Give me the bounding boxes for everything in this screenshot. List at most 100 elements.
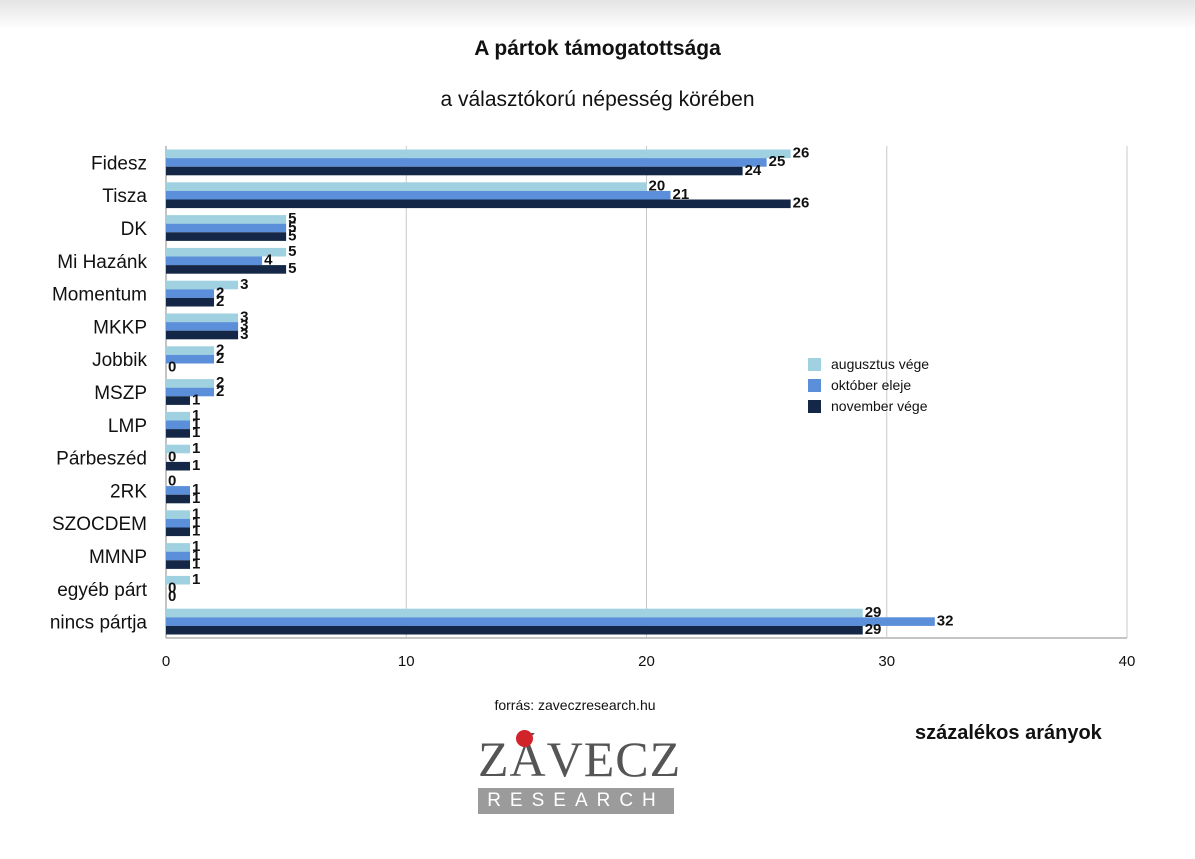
bar-1 <box>166 387 215 397</box>
data-label: 1 <box>192 547 200 564</box>
bar-0 <box>166 379 215 388</box>
bar-1 <box>166 223 287 233</box>
bar-1 <box>166 420 191 430</box>
data-label: 3 <box>240 309 248 326</box>
legend-swatch-0 <box>808 358 821 371</box>
data-label: 1 <box>192 571 200 588</box>
bar-0 <box>166 575 191 585</box>
data-label: 1 <box>192 407 200 424</box>
bar-0 <box>166 247 287 257</box>
data-label: 29 <box>865 621 882 638</box>
source-note: forrás: zaveczresearch.hu <box>494 697 656 713</box>
logo-research-bar: RESEARCH <box>478 788 674 814</box>
bar-0 <box>166 444 191 454</box>
data-label: 2 <box>216 350 224 367</box>
bar-2 <box>166 429 191 438</box>
bar-1 <box>166 617 935 626</box>
data-label: 21 <box>673 186 690 203</box>
bar-2 <box>166 527 191 537</box>
data-label: 1 <box>192 523 200 540</box>
category-label: MKKP <box>93 317 147 338</box>
bar-2 <box>166 560 191 569</box>
category-label: nincs pártja <box>50 613 148 634</box>
data-label: 0 <box>168 580 176 597</box>
data-label: 5 <box>288 210 296 227</box>
data-label: 2 <box>216 293 224 310</box>
legend-label-1: október eleje <box>831 377 911 393</box>
category-label: egyéb párt <box>57 580 148 601</box>
data-label: 0 <box>168 448 176 465</box>
data-label: 26 <box>793 195 810 212</box>
bar-2 <box>166 494 191 504</box>
bar-0 <box>166 608 863 618</box>
chart-subtitle: a választókorú népesség körében <box>440 88 755 111</box>
legend-label-0: augusztus vége <box>831 356 929 372</box>
bar-2 <box>166 166 743 176</box>
bar-2 <box>166 330 239 340</box>
data-label: 32 <box>937 612 954 629</box>
legend-label-2: november vége <box>831 398 928 414</box>
category-label: SZOCDEM <box>52 514 147 535</box>
category-label: MMNP <box>89 547 147 568</box>
legend-swatch-2 <box>808 400 821 413</box>
data-label: 3 <box>240 276 248 293</box>
category-label: Fidesz <box>91 153 147 174</box>
data-label: 1 <box>192 440 200 457</box>
data-label: 1 <box>192 490 200 507</box>
data-label: 5 <box>288 243 296 260</box>
bar-2 <box>166 297 215 307</box>
data-label: 5 <box>288 227 296 244</box>
bar-1 <box>166 289 215 298</box>
bar-2 <box>166 199 791 209</box>
category-label: Mi Hazánk <box>57 252 147 273</box>
bar-1 <box>166 486 191 495</box>
bar-0 <box>166 543 191 552</box>
bar-0 <box>166 182 647 191</box>
bar-2 <box>166 461 191 471</box>
bar-1 <box>166 551 191 561</box>
bar-1 <box>166 158 767 167</box>
zavecz-logo: ZÁVECZ RESEARCH <box>478 730 680 815</box>
category-label: Tisza <box>102 186 147 207</box>
data-label: 5 <box>288 219 296 236</box>
category-label: LMP <box>108 416 147 437</box>
bar-1 <box>166 322 239 331</box>
bar-1 <box>166 518 191 528</box>
bar-1 <box>166 256 263 266</box>
logo-red-dot <box>516 730 533 747</box>
bar-chart: 0 10 20 30 40Fidesz262524Tisza202126DK555Mi … <box>50 145 1136 670</box>
data-label: 3 <box>240 326 248 343</box>
category-label: Momentum <box>52 285 147 306</box>
bar-0 <box>166 215 287 224</box>
legend-swatch-1 <box>808 379 821 392</box>
data-label: 1 <box>192 514 200 531</box>
data-label: 29 <box>865 604 882 621</box>
data-label: 1 <box>192 391 200 408</box>
x-tick-label-30: 30 <box>878 653 895 670</box>
data-label: 2 <box>216 284 224 301</box>
data-label: 2 <box>216 374 224 391</box>
top-shade <box>0 0 1195 30</box>
x-tick-label-0: 0 <box>162 653 170 670</box>
x-tick-label-10: 10 <box>398 653 415 670</box>
category-label: DK <box>121 219 148 240</box>
data-label: 1 <box>192 416 200 433</box>
data-label: 0 <box>168 473 176 490</box>
bar-2 <box>166 265 287 274</box>
bar-2 <box>166 396 191 405</box>
bar-0 <box>166 313 239 323</box>
data-label: 24 <box>745 162 762 179</box>
bar-0 <box>166 510 191 519</box>
category-label: Jobbik <box>92 350 147 371</box>
bar-0 <box>166 411 191 421</box>
data-label: 1 <box>192 424 200 441</box>
category-label: 2RK <box>110 481 147 502</box>
bar-0 <box>166 280 239 290</box>
bar-0 <box>166 346 215 355</box>
category-label: Párbeszéd <box>56 449 147 470</box>
data-label: 26 <box>793 145 810 162</box>
bar-2 <box>166 232 287 241</box>
data-label: 5 <box>288 260 296 277</box>
data-label: 0 <box>168 588 176 605</box>
category-label: MSZP <box>94 383 147 404</box>
